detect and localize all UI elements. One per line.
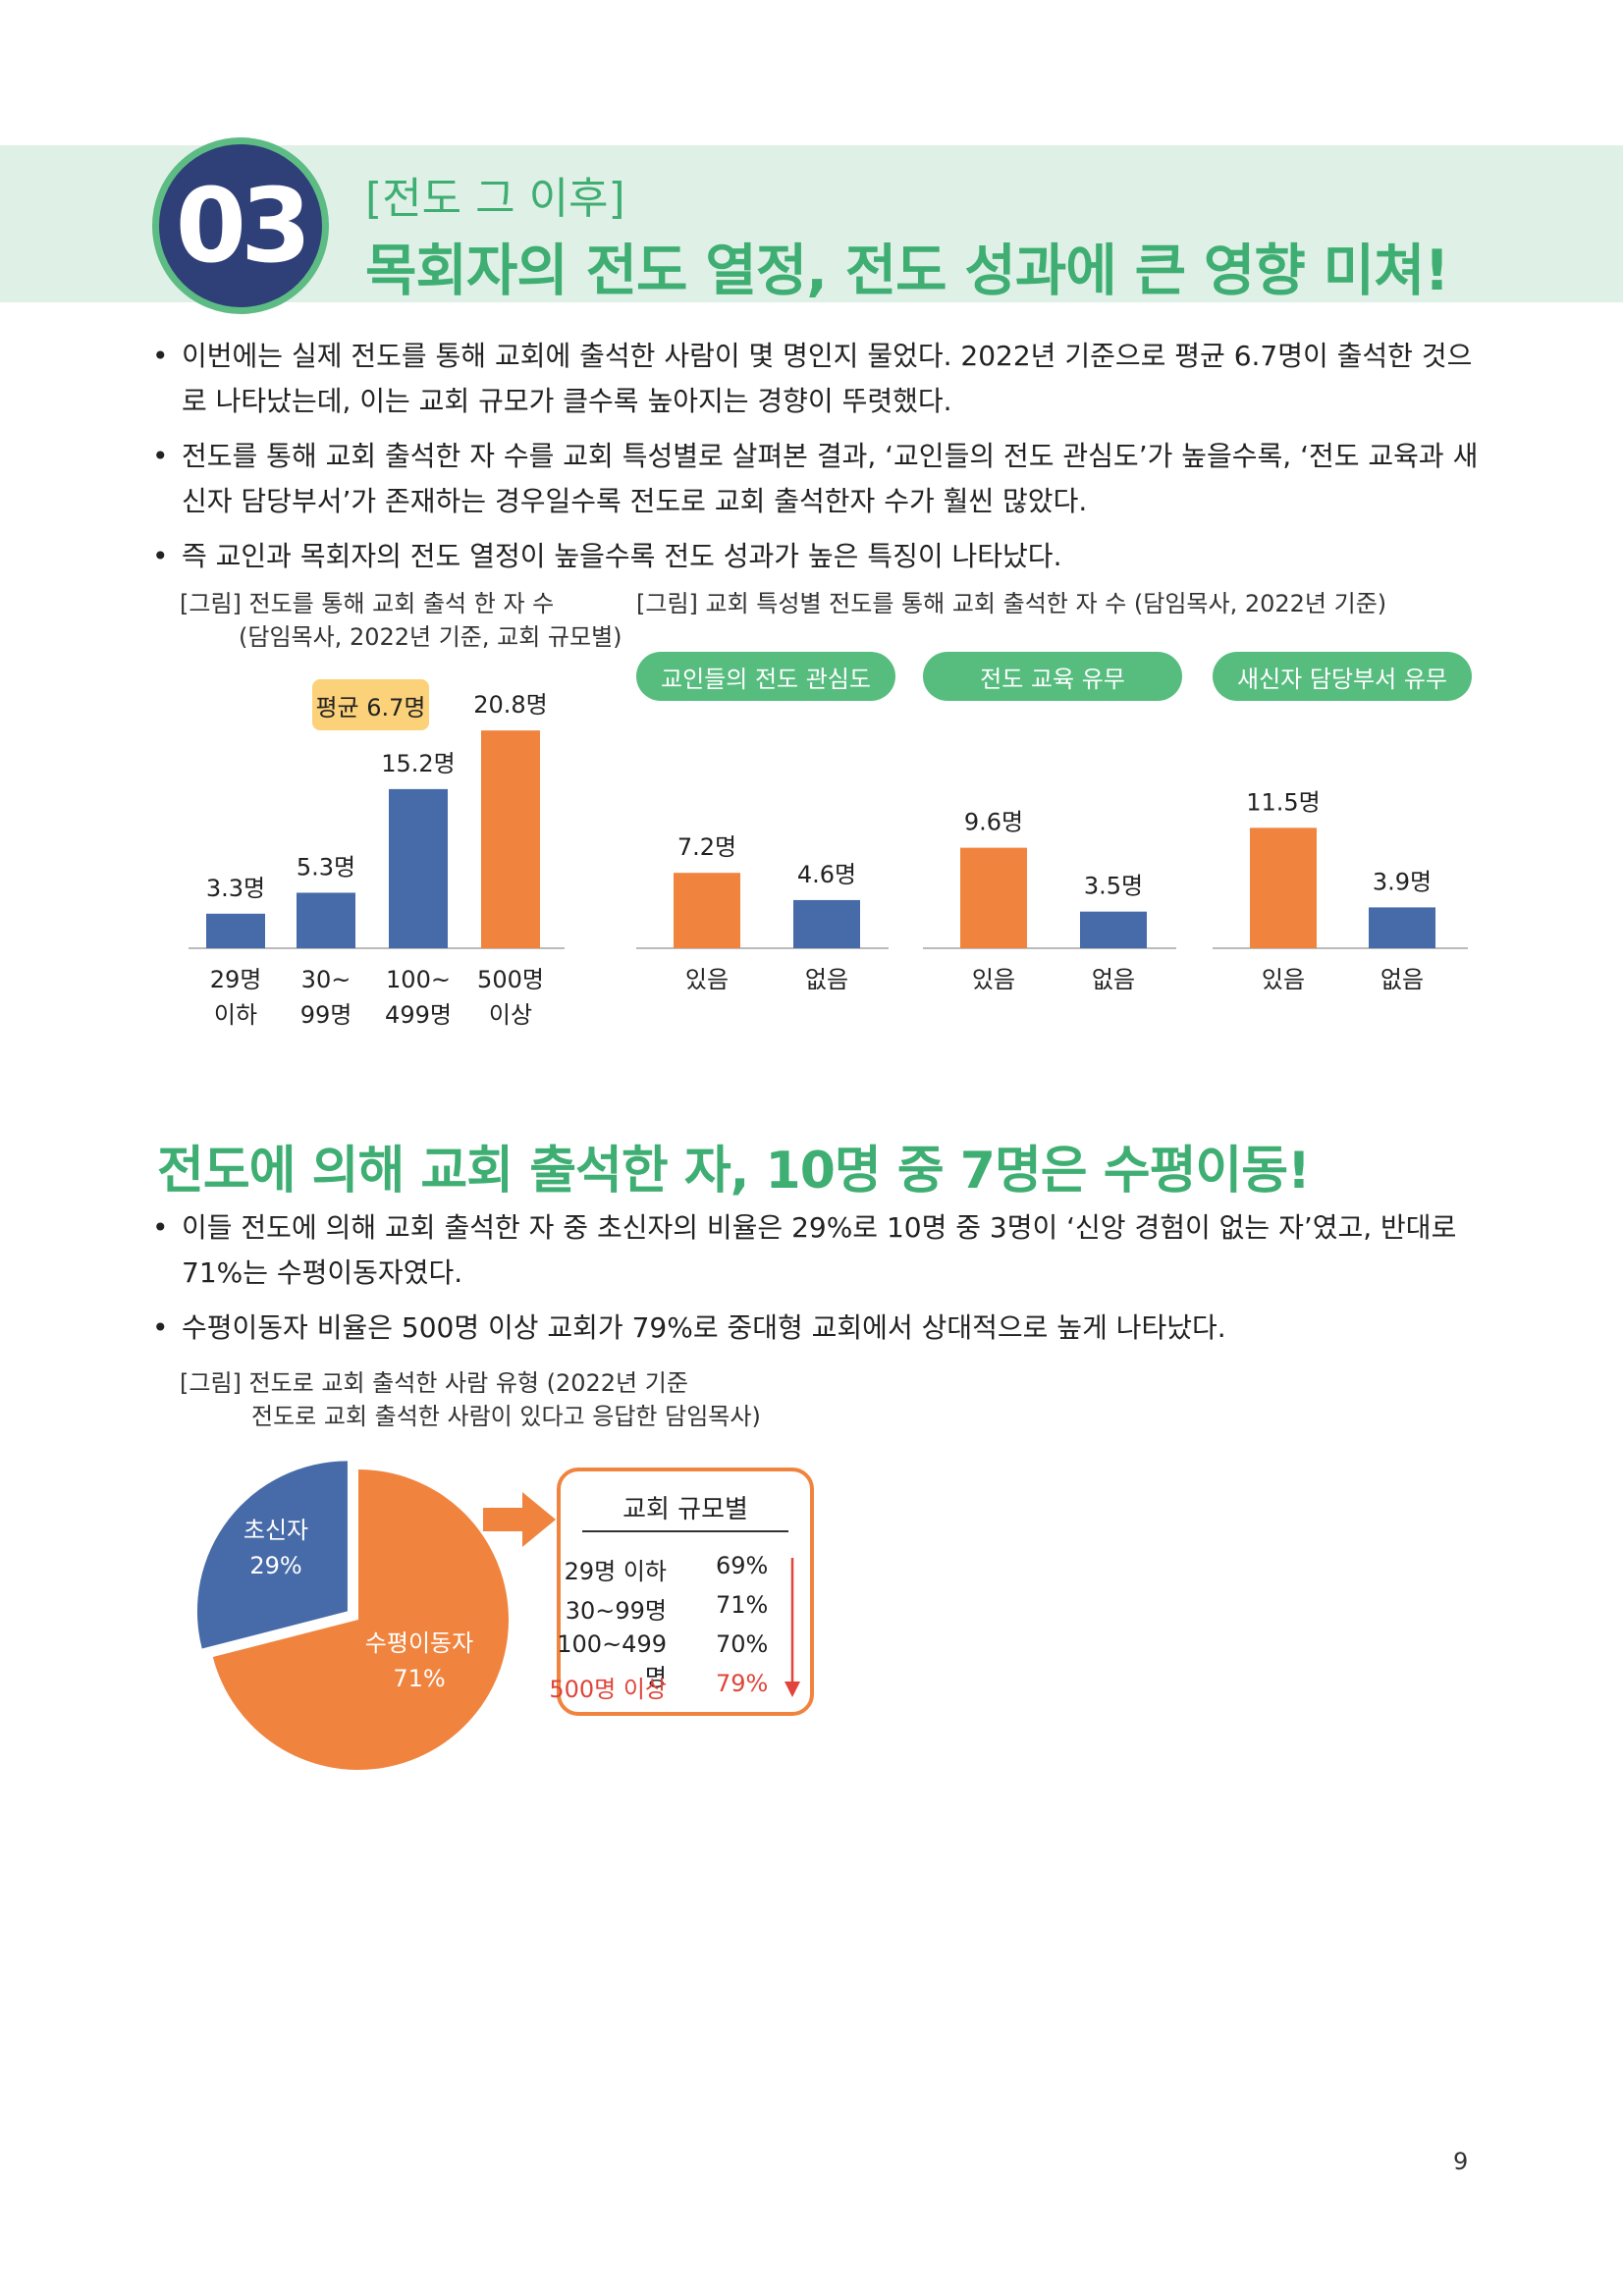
page-number: 9 <box>1453 2148 1469 2175</box>
box-row-label: 100~499명 <box>557 1630 667 1691</box>
bar-value-label: 9.6명 <box>964 809 1023 836</box>
pill-newcomer-dept: 새신자 담당부서 유무 <box>1213 652 1472 701</box>
x-tick-label: 이상 <box>489 1001 532 1029</box>
arrow-right-icon <box>483 1492 556 1547</box>
pie-label-name: 수평이동자 <box>365 1629 473 1657</box>
chart1-caption: [그림] 전도를 통해 교회 출석 한 자 수 <box>180 590 555 617</box>
pie-chart: 초신자 29% 수평이동자 71% <box>196 1461 510 1770</box>
chart3-caption: [그림] 전도로 교회 출석한 사람 유형 (2022년 기준 <box>180 1369 688 1397</box>
bar-value-label: 4.6명 <box>797 861 856 888</box>
bar <box>297 892 355 948</box>
bullet-item: 전도를 통해 교회 출석한 자 수를 교회 특성별로 살펴본 결과, ‘교인들의… <box>152 434 1483 524</box>
bar <box>793 899 860 948</box>
x-tick-label: 100~ <box>386 966 451 993</box>
box-row-label: 29명 이하 <box>564 1558 667 1585</box>
average-badge: 평균 6.7명 <box>312 679 429 730</box>
chart2-caption: [그림] 교회 특성별 전도를 통해 교회 출석한 자 수 (담임목사, 202… <box>636 590 1387 617</box>
x-tick-label: 없음 <box>1092 966 1135 993</box>
section-number: 03 <box>175 166 312 286</box>
bar <box>206 913 265 948</box>
pill-interest: 교인들의 전도 관심도 <box>636 652 895 701</box>
pill-education: 전도 교육 유무 <box>923 652 1182 701</box>
bullet-item: 즉 교인과 목회자의 전도 열정이 높을수록 전도 성과가 높은 특징이 나타났… <box>152 534 1483 579</box>
section-title: 목회자의 전도 열정, 전도 성과에 큰 영향 미쳐! <box>365 239 1449 303</box>
x-tick-label: 없음 <box>805 966 848 993</box>
x-tick-label: 있음 <box>1262 966 1305 993</box>
x-tick-label: 499명 <box>385 1001 452 1029</box>
bar-value-label: 3.5명 <box>1084 873 1143 900</box>
bar-value-label: 7.2명 <box>677 833 736 861</box>
chart1-caption-sub: (담임목사, 2022년 기준, 교회 규모별) <box>239 623 622 651</box>
pie-label-value: 71% <box>393 1665 445 1692</box>
x-tick-label: 없음 <box>1380 966 1424 993</box>
bullet-list-2: 이들 전도에 의해 교회 출석한 자 중 초신자의 비율은 29%로 10명 중… <box>152 1205 1483 1361</box>
bar <box>389 788 448 948</box>
section-number-badge: 03 <box>152 137 329 314</box>
x-tick-label: 이하 <box>214 1001 257 1029</box>
pie-label-value: 29% <box>249 1552 301 1579</box>
box-title: 교회 규모별 <box>622 1495 748 1524</box>
box-row-value: 70% <box>716 1630 769 1658</box>
box-row-label: 500명 이상 <box>549 1676 667 1703</box>
chart3-caption-sub: 전도로 교회 출석한 사람이 있다고 응답한 담임목사) <box>251 1403 761 1430</box>
bar-value-label: 5.3명 <box>297 853 355 881</box>
bullet-item: 수평이동자 비율은 500명 이상 교회가 79%로 중대형 교회에서 상대적으… <box>152 1306 1483 1351</box>
bar <box>1369 907 1435 948</box>
bar-value-label: 20.8명 <box>473 691 548 719</box>
bullet-list-1: 이번에는 실제 전도를 통해 교회에 출석한 사람이 몇 명인지 물었다. 20… <box>152 334 1483 589</box>
x-tick-label: 500명 <box>477 966 544 993</box>
size-breakdown-box: 교회 규모별 29명 이하 69% 30~99명 71% 100~499명 70… <box>549 1468 814 1716</box>
section-label: [전도 그 이후] <box>365 174 625 224</box>
section2-title: 전도에 의해 교회 출석한 자, 10명 중 7명은 수평이동! <box>157 1142 1311 1201</box>
x-tick-label: 있음 <box>972 966 1015 993</box>
bar-value-label: 11.5명 <box>1246 788 1321 816</box>
x-tick-label: 29명 <box>210 966 262 993</box>
box-row-value: 69% <box>716 1552 769 1579</box>
bar <box>960 847 1027 948</box>
bar-value-label: 3.3명 <box>206 875 265 902</box>
bar <box>1080 911 1147 948</box>
box-row-value: 79% <box>716 1670 769 1697</box>
pie-slice-new-believers <box>196 1461 348 1649</box>
x-tick-label: 30~ <box>301 966 352 993</box>
arrow-down-icon <box>784 1558 800 1697</box>
bar <box>1250 828 1317 948</box>
x-tick-label: 99명 <box>300 1001 352 1029</box>
pie-label-name: 초신자 <box>243 1517 308 1544</box>
bar-value-label: 15.2명 <box>381 750 456 777</box>
bullet-item: 이번에는 실제 전도를 통해 교회에 출석한 사람이 몇 명인지 물었다. 20… <box>152 334 1483 424</box>
box-row-value: 71% <box>716 1591 769 1619</box>
bar-value-label: 3.9명 <box>1373 868 1432 895</box>
x-tick-label: 있음 <box>685 966 729 993</box>
pie-slice-horizontal-movers <box>212 1469 510 1770</box>
box-divider <box>582 1530 788 1532</box>
bar <box>481 730 540 948</box>
box-row-label: 30~99명 <box>565 1597 667 1625</box>
bullet-item: 이들 전도에 의해 교회 출석한 자 중 초신자의 비율은 29%로 10명 중… <box>152 1205 1483 1296</box>
bar <box>674 873 740 948</box>
